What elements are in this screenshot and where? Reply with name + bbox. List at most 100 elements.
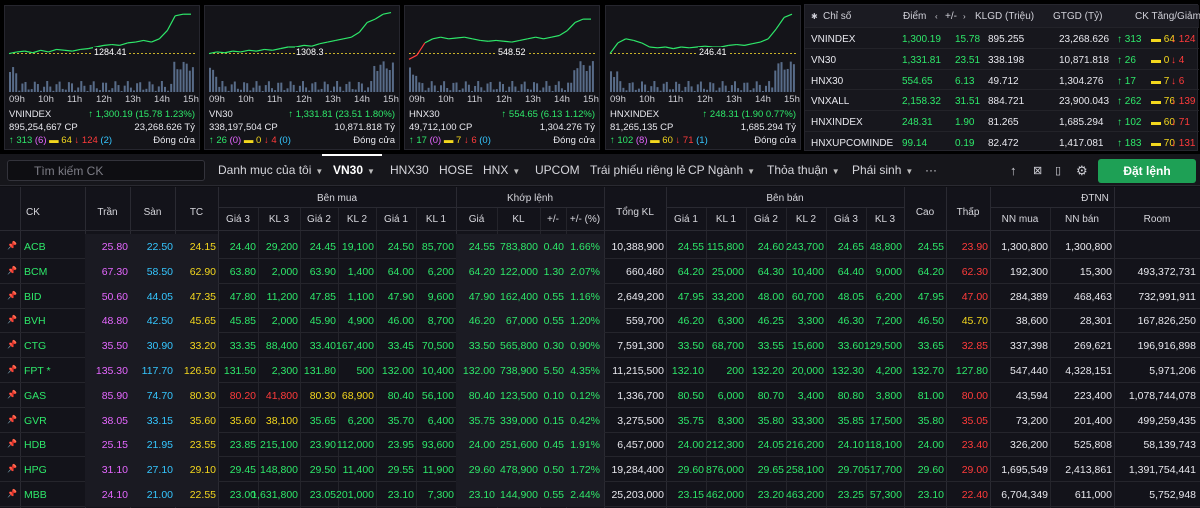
- arrow-up-icon[interactable]: ↑: [1010, 163, 1017, 178]
- volume-bar: [160, 81, 163, 92]
- volume-bar: [489, 82, 492, 92]
- index-chart-vnindex[interactable]: 1284.41 09h 10h 11h 12h 13h 14h 15h VNINDEX ↑ 1,3…: [4, 5, 200, 150]
- column-divider: [1114, 187, 1115, 508]
- cell-gi-1: 64.20: [677, 265, 704, 278]
- stock-symbol[interactable]: BVH: [24, 315, 46, 328]
- table-row[interactable]: 📌 GAS 85.90 74.70 80.30 80.20 41,800 80.30 68,90…: [0, 382, 1200, 408]
- table-row[interactable]: 📌 BID 50.60 44.05 47.35 47.80 11,200 47.85 1,100…: [0, 283, 1200, 309]
- table-row[interactable]: 📌 ACB 25.80 22.50 24.15 24.40 29,200 24.45 19,10…: [0, 234, 1200, 259]
- stock-symbol[interactable]: CTG: [24, 340, 47, 353]
- place-order-button[interactable]: Đặt lệnh: [1098, 159, 1196, 183]
- stock-symbol[interactable]: ACB: [24, 241, 46, 253]
- tab-10[interactable]: Phái sinh ▼: [852, 163, 914, 177]
- reference-price: 45.65: [189, 315, 216, 328]
- trend-segment: [625, 38, 634, 42]
- tab-3[interactable]: HNX30: [390, 163, 429, 177]
- sort-left-icon[interactable]: ‹: [935, 12, 938, 21]
- table-row[interactable]: 📌 BVH 48.80 42.50 45.65 45.85 2,000 45.90 4,900 4…: [0, 308, 1200, 334]
- trend-segment: [151, 38, 160, 43]
- stock-symbol[interactable]: BCM: [24, 265, 48, 278]
- tab-2[interactable]: VN30 ▼: [333, 163, 375, 177]
- pin-icon[interactable]: 📌: [7, 464, 17, 474]
- gear-icon[interactable]: ⚙: [1076, 163, 1088, 178]
- stock-symbol[interactable]: GAS: [24, 389, 47, 402]
- tab-4[interactable]: HOSE: [439, 163, 474, 177]
- tab-6[interactable]: UPCOM: [535, 163, 580, 177]
- summary-row[interactable]: VN30 1,331.81 23.51 338.198 10,871.818 ↑ 26 ▬ …: [805, 47, 1199, 70]
- tab-9[interactable]: Thỏa thuận ▼: [767, 163, 840, 177]
- pin-icon[interactable]: 📌: [7, 389, 17, 399]
- summary-row[interactable]: HNXUPCOMINDE 99.14 0.19 82.472 1,417.081 ↑ 18…: [805, 131, 1199, 153]
- index-chart-vn30[interactable]: 1308.3 09h 10h 11h 12h 13h 14h 15h VN30 ↑ 1,331.8…: [204, 5, 400, 150]
- search-input[interactable]: [7, 160, 205, 181]
- pin-icon[interactable]: 📌: [7, 315, 17, 325]
- cell-undefined: 493,372,731: [1137, 265, 1196, 278]
- stock-symbol[interactable]: MBB: [24, 489, 47, 501]
- settings-icon[interactable]: ✱: [811, 12, 818, 21]
- cell-kl-2: 1,400: [347, 265, 374, 278]
- cell-gi-: 23.10: [468, 489, 495, 501]
- table-row[interactable]: 📌 HPG 31.10 27.10 29.10 29.45 148,800 29.50 11,4…: [0, 457, 1200, 483]
- table-row[interactable]: 📌 HDB 25.15 21.95 23.55 23.85 215,100 23.90 112,…: [0, 432, 1200, 458]
- cell-gi-: 24.55: [468, 241, 495, 253]
- cell-gi-3: 23.85: [229, 439, 256, 452]
- pin-icon[interactable]: 📌: [7, 365, 17, 374]
- table-row[interactable]: 📌 GVR 38.05 33.15 35.60 35.60 38,100 35.65 6,200…: [0, 407, 1200, 433]
- stock-symbol[interactable]: FPT *: [24, 365, 51, 377]
- cell-gi-2: 64.30: [757, 265, 784, 278]
- tab-1[interactable]: Danh mục của tôi ▼: [218, 163, 324, 177]
- volume-bar: [634, 89, 637, 92]
- cell-gi-: 33.50: [468, 340, 495, 353]
- summary-change: 6.13: [955, 75, 975, 87]
- stock-symbol[interactable]: GVR: [24, 414, 47, 427]
- index-chart-hnxindex[interactable]: 246.41 09h 10h 11h 12h 13h 14h 15h HNXINDEX ↑ 248…: [605, 5, 801, 150]
- volume-bar: [74, 90, 77, 92]
- tab-8[interactable]: CP Ngành ▼: [688, 163, 756, 177]
- excel-icon[interactable]: ⊠: [1033, 165, 1043, 177]
- stock-symbol[interactable]: BID: [24, 290, 42, 303]
- summary-row[interactable]: VNXALL 2,158.32 31.51 884.721 23,900.043 ↑ 26…: [805, 89, 1199, 111]
- cell--: 0.10: [543, 389, 564, 402]
- trend-segment: [657, 46, 666, 49]
- pin-icon[interactable]: 📌: [7, 414, 17, 424]
- volume-bar: [780, 62, 783, 92]
- pin-icon[interactable]: 📌: [7, 265, 17, 275]
- volume-bar: [111, 88, 114, 92]
- pin-icon[interactable]: 📌: [7, 340, 17, 350]
- trend-segment: [135, 39, 144, 43]
- tab-7[interactable]: Trái phiếu riêng lẻ: [590, 163, 686, 177]
- summary-row[interactable]: HNX30 554.65 6.13 49.712 1,304.276 ↑ 17 ▬ 7 ↓ 6: [805, 68, 1199, 91]
- cell--: 0.12%: [570, 389, 600, 402]
- pin-icon[interactable]: 📌: [7, 489, 17, 498]
- sidebar-toggle-icon[interactable]: ▯: [1055, 165, 1062, 177]
- summary-row[interactable]: HNXINDEX 248.31 1.90 81.265 1,685.294 ↑ 102 ▬ …: [805, 110, 1199, 132]
- volume-bar: [502, 84, 504, 92]
- table-row[interactable]: 📌 MBB 24.10 21.00 22.55 23.00 1,631,800 23.05 20…: [0, 482, 1200, 507]
- sort-right-icon[interactable]: ›: [963, 12, 966, 21]
- chart-volume: 81,265,135 CP: [610, 122, 674, 133]
- chart-value: 23,268.626 Tỷ: [134, 122, 195, 133]
- summary-header-index: Chỉ số: [823, 11, 852, 22]
- trend-segment: [783, 13, 793, 19]
- stock-symbol[interactable]: HDB: [24, 439, 47, 452]
- subcol-5: Giá 1: [384, 214, 408, 225]
- index-chart-hnx30[interactable]: 548.52 09h 10h 11h 12h 13h 14h 15h HNX30 ↑ 554.65…: [404, 5, 600, 150]
- cell--: 19,284,400: [611, 464, 664, 477]
- table-row[interactable]: 📌 BCM 67.30 58.50 62.90 63.80 2,000 63.90 1,400 6…: [0, 258, 1200, 284]
- pin-icon[interactable]: 📌: [7, 241, 17, 250]
- stock-symbol[interactable]: HPG: [24, 464, 47, 477]
- ceiling-price: 48.80: [101, 315, 128, 328]
- reference-price: 29.10: [189, 464, 216, 477]
- volume-bar: [36, 84, 39, 92]
- summary-row[interactable]: VNINDEX 1,300.19 15.78 895.255 23,268.626 ↑ 3…: [805, 27, 1199, 49]
- table-row[interactable]: 📌 CTG 35.50 30.90 33.20 33.35 88,400 33.40 167,4…: [0, 333, 1200, 359]
- ceil-floor-ref-bg: [85, 308, 218, 334]
- tab-5[interactable]: HNX ▼: [483, 163, 521, 177]
- cell-gi-1: 46.00: [387, 315, 414, 328]
- volume-bar: [474, 85, 477, 92]
- cell-nn-mua: 24.00: [917, 439, 944, 452]
- table-row[interactable]: 📌 FPT * 135.30 117.70 126.50 131.50 2,300 131.8…: [0, 358, 1200, 383]
- pin-icon[interactable]: 📌: [7, 290, 17, 300]
- pin-icon[interactable]: 📌: [7, 439, 17, 449]
- tab-11[interactable]: ···: [925, 163, 937, 177]
